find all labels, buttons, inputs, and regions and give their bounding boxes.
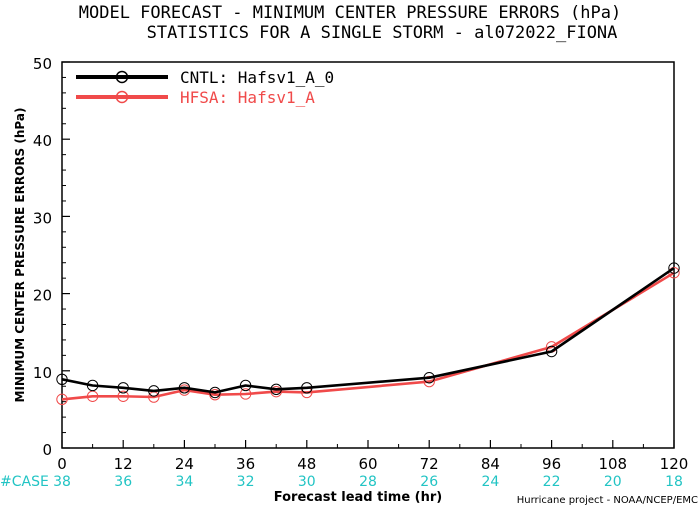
series-point-0 — [56, 373, 68, 385]
y-tick-label: 10 — [33, 364, 52, 382]
series-point-0 — [178, 382, 191, 394]
series-point-0 — [270, 383, 282, 396]
x-tick-label: 36 — [236, 455, 255, 473]
x-axis-label: Forecast lead time (hr) — [274, 490, 442, 505]
x-tick-label: 24 — [175, 455, 194, 473]
case-count: 34 — [175, 474, 193, 490]
y-tick-label: 40 — [33, 132, 52, 150]
case-count-row: #CASE 38 36 34 32 30 28 26 24 22 20 18 — [0, 474, 683, 490]
series-point-0 — [209, 386, 221, 399]
case-count: 22 — [543, 474, 561, 490]
series-point-0 — [86, 379, 99, 392]
case-count: 32 — [237, 474, 255, 490]
series-point-0 — [148, 385, 160, 397]
x-tick-label: 84 — [481, 455, 500, 473]
series-point-0 — [117, 382, 129, 394]
y-axis-label: MINIMUM CENTER PRESSURE ERRORS (hPa) — [13, 108, 27, 403]
y-axis-ticks: 0 10 20 30 40 50 — [33, 55, 70, 459]
series-point-1 — [117, 390, 129, 402]
series-line-1 — [61, 271, 675, 401]
case-count: 26 — [420, 474, 438, 490]
series-point-0 — [668, 262, 680, 274]
case-count: 18 — [665, 474, 683, 490]
y-tick-label: 30 — [33, 209, 52, 227]
x-tick-label: 72 — [420, 455, 439, 473]
series-layer — [56, 262, 680, 406]
case-count: 28 — [359, 474, 377, 490]
case-count: 36 — [114, 474, 132, 490]
case-count: 30 — [298, 474, 316, 490]
x-tick-label: 48 — [297, 455, 316, 473]
series-line-0 — [61, 267, 675, 394]
series-point-0 — [545, 345, 558, 358]
series-point-1 — [239, 388, 252, 400]
x-tick-label: 12 — [114, 455, 133, 473]
x-tick-label: 108 — [598, 455, 627, 473]
case-label: #CASE — [0, 474, 49, 490]
series-point-0 — [423, 372, 435, 384]
x-tick-label: 0 — [57, 455, 67, 473]
y-tick-label: 20 — [33, 287, 52, 305]
legend-marker-1 — [115, 90, 129, 104]
legend-marker-0 — [115, 70, 129, 84]
case-count: 24 — [481, 474, 499, 490]
x-tick-label: 60 — [358, 455, 377, 473]
x-axis-ticks: 0 12 24 36 48 60 72 84 96 108 120 — [57, 440, 688, 473]
case-count: 38 — [53, 474, 71, 490]
series-point-0 — [239, 379, 252, 392]
credit-text: Hurricane project - NOAA/NCEP/EMC — [517, 495, 698, 506]
y-tick-label: 0 — [42, 441, 52, 459]
chart-subtitle: STATISTICS FOR A SINGLE STORM - al072022… — [147, 23, 618, 43]
legend-label-1: HFSA: Hafsv1_A — [180, 88, 315, 107]
chart-title: MODEL FORECAST - MINIMUM CENTER PRESSURE… — [79, 3, 621, 23]
case-count: 20 — [604, 474, 622, 490]
legend-label-0: CNTL: Hafsv1_A_0 — [180, 68, 334, 87]
x-tick-label: 96 — [542, 455, 561, 473]
series-point-0 — [301, 382, 313, 394]
series-point-1 — [56, 393, 68, 406]
x-tick-label: 120 — [660, 455, 689, 473]
y-tick-label: 50 — [33, 55, 52, 73]
